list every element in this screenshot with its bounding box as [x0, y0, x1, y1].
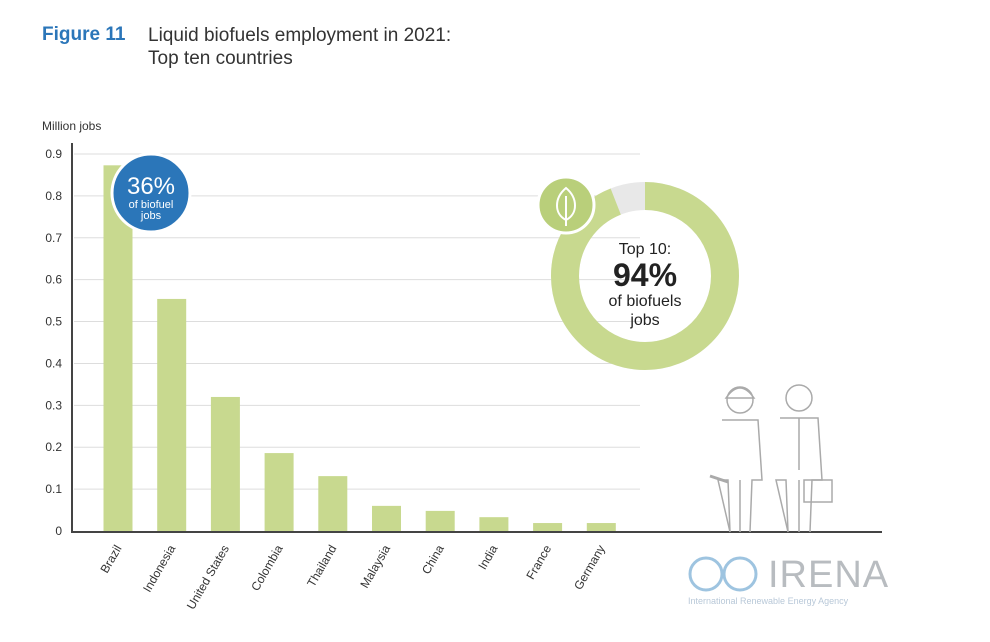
donut-share-segment: [551, 182, 739, 370]
x-tick-label: Thailand: [304, 543, 339, 590]
x-tick-label: Colombia: [248, 542, 286, 593]
title-line-1: Liquid biofuels employment in 2021:: [148, 25, 452, 46]
irena-globe-right: [722, 556, 758, 592]
bar-malaysia: [372, 505, 401, 531]
y-tick-label: 0: [55, 524, 62, 538]
irena-logo-text: IRENA: [768, 554, 890, 596]
x-tick-label: Malaysia: [357, 542, 393, 590]
y-tick-label: 0.3: [45, 398, 62, 412]
y-tick-label: 0.7: [45, 231, 62, 245]
y-tick-label: 0.6: [45, 273, 62, 287]
x-tick-label: France: [523, 542, 554, 582]
figure-label: Figure 11: [42, 24, 126, 45]
x-tick-label: Indonesia: [140, 542, 178, 594]
bar-india: [479, 517, 509, 531]
engineer-head-icon: [785, 384, 813, 412]
y-tick-label: 0.8: [45, 189, 62, 203]
x-tick-label: India: [475, 542, 500, 572]
donut-label-value: 94%: [613, 257, 677, 293]
irena-globe-left: [688, 556, 724, 592]
bar-thailand: [318, 476, 348, 531]
y-tick-label: 0.1: [45, 482, 62, 496]
x-tick-label: Brazil: [97, 543, 124, 576]
wrench-icon: [709, 474, 729, 484]
irena-logo-subtitle: International Renewable Energy Agency: [688, 596, 849, 606]
worker-head-icon: [726, 386, 754, 414]
share-badge-line2: jobs: [140, 210, 162, 222]
chart-title: Liquid biofuels employment in 2021: Top …: [148, 24, 451, 70]
y-tick-label: 0.5: [45, 315, 62, 329]
y-tick-label: 0.4: [45, 356, 62, 370]
bar-united-states: [210, 396, 240, 531]
x-tick-label: United States: [184, 543, 232, 612]
leaf-icon: [556, 186, 576, 226]
briefcase-icon: [803, 479, 833, 503]
share-badge-value: 36%: [127, 173, 175, 200]
hard-hat-icon: [724, 387, 756, 399]
worker-body-icon: [717, 419, 763, 533]
share-badge-line1: of biofuel: [129, 199, 174, 211]
donut-label-line2: jobs: [629, 312, 659, 329]
bar-france: [533, 523, 563, 531]
bar-germany: [586, 523, 616, 531]
title-line-2: Top ten countries: [148, 48, 293, 69]
share-badge: [110, 152, 192, 234]
bar-china: [425, 510, 455, 531]
bar-colombia: [264, 453, 294, 531]
y-axis-label: Million jobs: [42, 119, 101, 133]
donut-label-line1: of biofuels: [609, 293, 682, 310]
bar-brazil: [103, 165, 133, 531]
bar-indonesia: [157, 298, 187, 531]
x-tick-label: Germany: [571, 543, 608, 593]
engineer-body-icon: [775, 417, 823, 533]
y-tick-label: 0.9: [45, 147, 62, 161]
donut-label-top: Top 10:: [619, 241, 671, 258]
x-tick-label: China: [419, 542, 447, 576]
y-tick-label: 0.2: [45, 440, 62, 454]
